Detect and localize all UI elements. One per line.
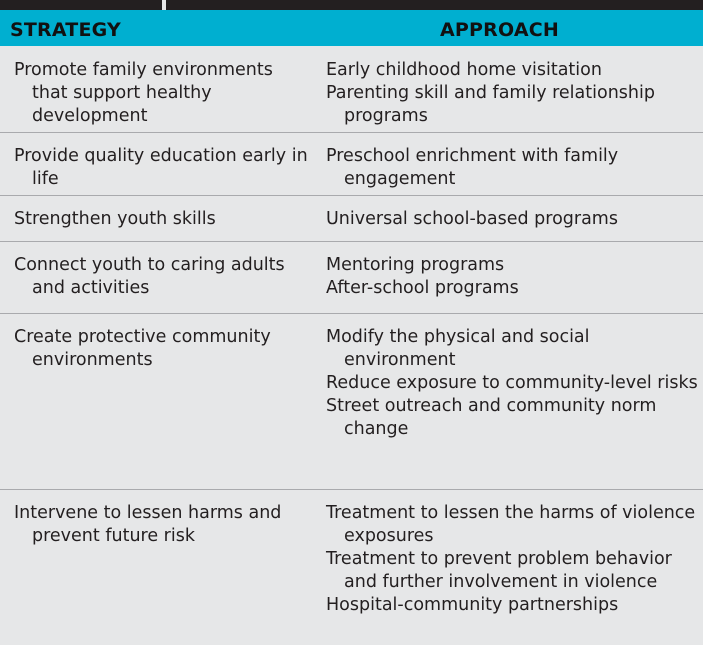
approach-item: Preschool enrichment with family engagem… xyxy=(326,146,619,189)
approach-item: Treatment to lessen the harms of violenc… xyxy=(326,503,696,546)
strategy-text: Strengthen youth skills xyxy=(14,209,216,229)
table-row: Intervene to lessen harms and prevent fu… xyxy=(0,490,703,644)
approach-cell: Treatment to lessen the harms of violenc… xyxy=(326,502,698,617)
strategy-text: Promote family environments that support… xyxy=(14,60,273,126)
approach-item: Parenting skill and family relationship … xyxy=(326,83,655,126)
approach-cell: Universal school-based programs xyxy=(326,208,698,231)
approach-cell: Modify the physical and social environme… xyxy=(326,326,698,441)
strategy-cell: Intervene to lessen harms and prevent fu… xyxy=(14,502,309,548)
approach-item: Modify the physical and social environme… xyxy=(326,327,590,370)
strategy-cell: Create protective community environments xyxy=(14,326,309,372)
approach-item: Reduce exposure to community-level risks xyxy=(326,373,698,393)
strategy-cell: Strengthen youth skills xyxy=(14,208,309,231)
strategy-text: Connect youth to caring adults and activ… xyxy=(14,255,285,298)
approach-cell: Preschool enrichment with family engagem… xyxy=(326,145,698,191)
table-row: Create protective community environments… xyxy=(0,314,703,490)
approach-item: Early childhood home visitation xyxy=(326,60,602,80)
table-header: STRATEGY APPROACH xyxy=(0,10,703,46)
strategy-cell: Connect youth to caring adults and activ… xyxy=(14,254,309,300)
strategy-text: Create protective community environments xyxy=(14,327,271,370)
approach-item: Mentoring programs xyxy=(326,255,505,275)
top-bar xyxy=(0,0,703,10)
table-row: Promote family environments that support… xyxy=(0,47,703,133)
approach-item: Treatment to prevent problem behavior an… xyxy=(326,549,672,592)
header-strategy: STRATEGY xyxy=(10,19,121,41)
strategy-text: Intervene to lessen harms and prevent fu… xyxy=(14,503,282,546)
strategy-text: Provide quality education early in life xyxy=(14,146,308,189)
table-row: Connect youth to caring adults and activ… xyxy=(0,242,703,314)
header-approach: APPROACH xyxy=(440,19,559,41)
approach-item: Universal school-based programs xyxy=(326,209,618,229)
approach-item: After-school programs xyxy=(326,278,519,298)
approach-cell: Mentoring programs After-school programs xyxy=(326,254,698,300)
strategy-cell: Promote family environments that support… xyxy=(14,59,309,128)
top-bar-divider xyxy=(162,0,166,10)
approach-item: Hospital-community partnerships xyxy=(326,595,619,615)
approach-item: Street outreach and community norm chang… xyxy=(326,396,657,439)
strategy-cell: Provide quality education early in life xyxy=(14,145,309,191)
table-row: Strengthen youth skills Universal school… xyxy=(0,196,703,242)
table-row: Provide quality education early in life … xyxy=(0,133,703,196)
approach-cell: Early childhood home visitation Parentin… xyxy=(326,59,698,128)
